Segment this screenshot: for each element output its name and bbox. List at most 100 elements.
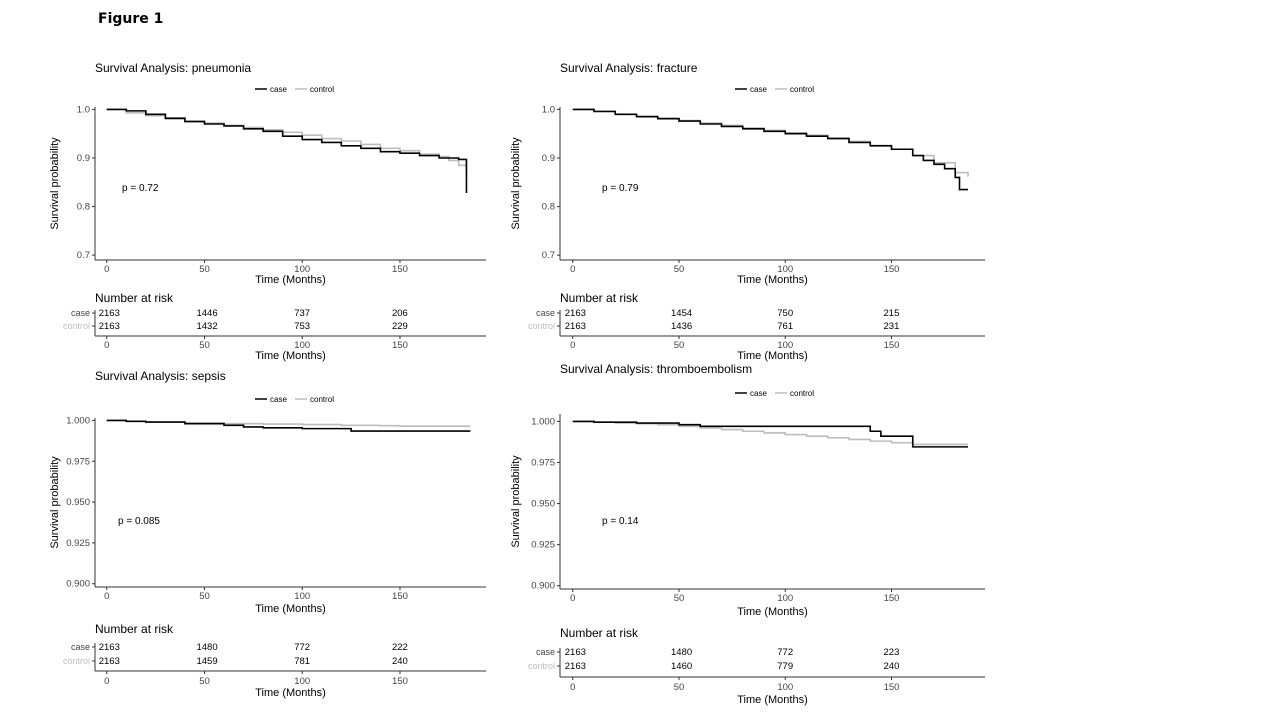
x-tick-label: 50 [674, 264, 685, 275]
risk-x-tick-label: 100 [777, 682, 793, 693]
x-tick-label: 0 [570, 264, 575, 275]
km-curve-control [572, 420, 968, 446]
y-tick-label: 1.0 [77, 104, 90, 115]
risk-row-label-case: case [536, 647, 555, 657]
km-curve-case [106, 108, 468, 193]
risk-count: 1480 [196, 642, 217, 653]
x-axis-label: Time (Months) [737, 606, 808, 618]
risk-table-title: Number at risk [95, 622, 174, 636]
risk-x-tick-label: 150 [392, 340, 408, 351]
risk-count: 240 [884, 661, 900, 672]
y-tick-label: 0.900 [531, 581, 555, 592]
x-tick-label: 50 [674, 593, 685, 604]
y-tick-label: 0.9 [77, 153, 90, 164]
risk-count: 223 [884, 647, 900, 658]
y-axis-label: Survival probability [49, 456, 61, 549]
y-axis-label: Survival probability [49, 137, 61, 230]
km-curve-case [572, 420, 968, 448]
risk-count: 750 [777, 308, 793, 319]
x-tick-label: 0 [104, 264, 109, 275]
risk-count: 772 [294, 642, 310, 653]
risk-x-tick-label: 150 [392, 676, 408, 687]
x-tick-label: 150 [884, 593, 900, 604]
risk-table: Number at risk case 2163 1480 772 223 control 2… [528, 626, 985, 706]
x-tick-label: 100 [294, 591, 310, 602]
risk-x-tick-label: 0 [570, 682, 575, 693]
risk-table-title: Number at risk [560, 626, 639, 640]
risk-x-tick-label: 0 [104, 676, 109, 687]
p-value: p = 0.72 [122, 183, 159, 194]
risk-x-tick-label: 100 [777, 340, 793, 351]
km-panel-3: Survival Analysis: thromboembolism case co… [510, 362, 985, 706]
km-panel-2: Survival Analysis: sepsis case control 0.90… [49, 369, 486, 699]
legend-label-control: control [790, 85, 814, 94]
risk-count: 2163 [565, 661, 586, 672]
x-tick-label: 150 [884, 264, 900, 275]
y-tick-label: 0.9 [542, 153, 555, 164]
risk-count: 2163 [99, 642, 120, 653]
risk-count: 1460 [671, 661, 692, 672]
x-tick-label: 50 [199, 591, 210, 602]
y-tick-label: 0.975 [66, 456, 90, 467]
x-tick-label: 100 [777, 593, 793, 604]
y-tick-label: 0.925 [66, 538, 90, 549]
risk-count: 2163 [565, 308, 586, 319]
risk-count: 2163 [565, 321, 586, 332]
risk-x-axis-label: Time (Months) [255, 687, 326, 699]
risk-count: 2163 [99, 321, 120, 332]
risk-x-tick-label: 100 [294, 340, 310, 351]
legend-label-control: control [790, 389, 814, 398]
x-tick-label: 100 [294, 264, 310, 275]
y-tick-label: 0.950 [66, 497, 90, 508]
risk-row-label-case: case [71, 642, 90, 652]
y-tick-label: 0.975 [531, 457, 555, 468]
risk-count: 753 [294, 321, 310, 332]
risk-row-label-control: control [63, 321, 90, 331]
risk-row-label-control: control [528, 321, 555, 331]
x-axis-label: Time (Months) [737, 274, 808, 286]
risk-count: 240 [392, 656, 408, 667]
legend: case control [255, 85, 334, 94]
legend: case control [255, 395, 334, 404]
km-panel-1: Survival Analysis: fracture case control 0.… [510, 61, 985, 362]
risk-table: Number at risk case 2163 1480 772 222 control 2… [63, 622, 486, 699]
risk-x-tick-label: 0 [570, 340, 575, 351]
x-tick-label: 150 [392, 591, 408, 602]
risk-count: 772 [777, 647, 793, 658]
y-tick-label: 0.900 [66, 579, 90, 590]
risk-count: 1454 [671, 308, 692, 319]
legend-label-control: control [310, 85, 334, 94]
risk-x-tick-label: 50 [199, 340, 210, 351]
risk-count: 231 [884, 321, 900, 332]
risk-row-label-control: control [528, 661, 555, 671]
y-tick-label: 0.7 [77, 250, 90, 261]
risk-x-tick-label: 0 [104, 340, 109, 351]
risk-count: 1436 [671, 321, 692, 332]
risk-table-title: Number at risk [560, 291, 639, 305]
legend: case control [735, 85, 814, 94]
x-tick-label: 0 [570, 593, 575, 604]
legend-label-case: case [750, 85, 767, 94]
x-tick-label: 150 [392, 264, 408, 275]
legend-label-case: case [270, 85, 287, 94]
risk-x-axis-label: Time (Months) [737, 350, 808, 362]
risk-count: 215 [884, 308, 900, 319]
p-value: p = 0.79 [602, 183, 639, 194]
x-tick-label: 50 [199, 264, 210, 275]
y-axis-label: Survival probability [510, 455, 522, 548]
y-tick-label: 1.000 [531, 416, 555, 427]
risk-x-tick-label: 50 [674, 340, 685, 351]
km-curve-control [572, 108, 969, 177]
y-tick-label: 1.000 [66, 415, 90, 426]
panel-title: Survival Analysis: fracture [560, 61, 698, 75]
km-curve-case [572, 108, 968, 191]
risk-x-tick-label: 50 [199, 676, 210, 687]
legend-label-case: case [750, 389, 767, 398]
km-curve-case [106, 419, 471, 432]
y-tick-label: 1.0 [542, 104, 555, 115]
y-tick-label: 0.8 [542, 202, 555, 213]
risk-x-tick-label: 50 [674, 682, 685, 693]
risk-count: 222 [392, 642, 408, 653]
risk-table: Number at risk case 2163 1446 737 206 control 2… [63, 291, 486, 362]
